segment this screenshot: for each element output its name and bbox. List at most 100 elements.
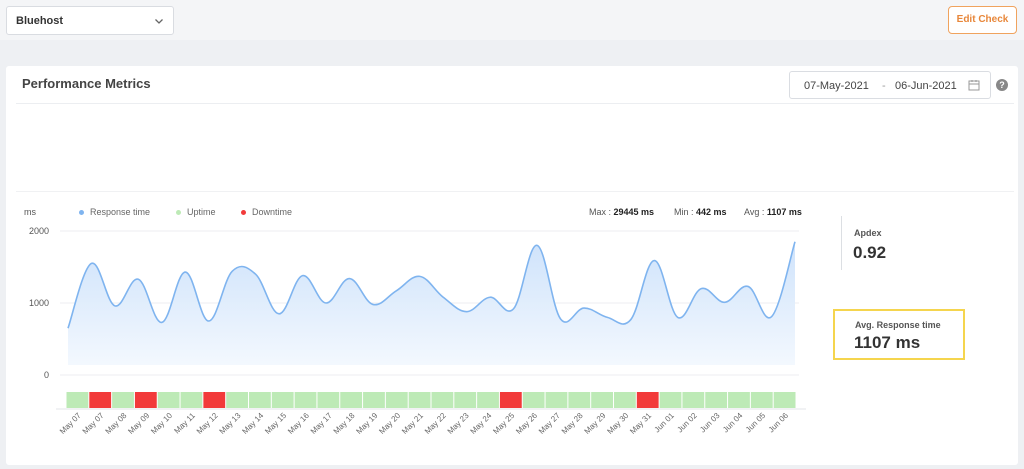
x-tick-label: Jun 05 bbox=[744, 411, 768, 435]
x-tick-label: May 20 bbox=[377, 411, 402, 436]
top-bar: Bluehost Edit Check bbox=[0, 0, 1024, 40]
uptime-segment bbox=[431, 392, 454, 408]
uptime-segment bbox=[157, 392, 180, 408]
y-axis-unit: ms bbox=[24, 207, 36, 217]
uptime-segment bbox=[682, 392, 705, 408]
divider bbox=[16, 103, 1014, 104]
x-tick-label: May 22 bbox=[423, 411, 448, 436]
x-tick-label: May 09 bbox=[126, 411, 151, 436]
uptime-segment bbox=[385, 392, 408, 408]
divider bbox=[16, 191, 1014, 192]
date-separator: - bbox=[882, 80, 886, 92]
date-range-picker[interactable]: 07-May-2021 - 06-Jun-2021 bbox=[789, 71, 991, 99]
stat-value: 29445 ms bbox=[613, 207, 655, 217]
y-tick-label: 0 bbox=[44, 370, 49, 380]
chevron-down-icon bbox=[155, 19, 163, 24]
response-time-dot bbox=[79, 210, 84, 216]
stat-label: Min : bbox=[674, 207, 694, 217]
site-select-value: Bluehost bbox=[16, 15, 64, 27]
legend-label: Uptime bbox=[187, 207, 216, 217]
x-tick-label: May 27 bbox=[537, 411, 562, 436]
x-tick-label: May 28 bbox=[560, 411, 585, 436]
legend-uptime[interactable]: Uptime bbox=[176, 207, 216, 217]
info-icon[interactable]: ? bbox=[996, 79, 1008, 91]
stat-min: Min : 442 ms bbox=[674, 207, 727, 217]
downtime-segment bbox=[203, 392, 226, 408]
uptime-segment bbox=[226, 392, 248, 408]
x-tick-label: May 13 bbox=[218, 411, 243, 436]
y-tick-label: 1000 bbox=[29, 298, 49, 308]
uptime-segment bbox=[180, 392, 203, 408]
downtime-segment bbox=[134, 392, 157, 408]
uptime-dot bbox=[176, 210, 181, 216]
stat-max: Max : 29445 ms bbox=[589, 207, 654, 217]
uptime-segment bbox=[112, 392, 134, 408]
uptime-segment bbox=[614, 392, 636, 408]
downtime-segment bbox=[89, 392, 112, 408]
x-tick-label: May 19 bbox=[354, 411, 379, 436]
x-tick-label: Jun 06 bbox=[767, 411, 791, 435]
uptime-segment bbox=[591, 392, 613, 408]
x-tick-label: May 15 bbox=[263, 411, 288, 436]
uptime-segment bbox=[271, 392, 294, 408]
uptime-segment bbox=[477, 392, 499, 408]
x-tick-label: May 18 bbox=[332, 411, 357, 436]
legend-response-time[interactable]: Response time bbox=[79, 207, 150, 217]
x-tick-label: May 21 bbox=[400, 411, 425, 436]
x-tick-label: May 08 bbox=[104, 411, 129, 436]
legend-label: Response time bbox=[90, 207, 151, 217]
x-tick-label: Jun 04 bbox=[721, 411, 745, 435]
y-tick-label: 2000 bbox=[29, 226, 49, 236]
uptime-segment bbox=[249, 392, 271, 408]
uptime-segment bbox=[659, 392, 682, 408]
x-tick-label: May 25 bbox=[491, 411, 516, 436]
uptime-segment bbox=[294, 392, 317, 408]
x-tick-label: May 17 bbox=[309, 411, 334, 436]
uptime-segment bbox=[750, 392, 773, 408]
calendar-icon bbox=[968, 80, 980, 91]
edit-check-button[interactable]: Edit Check bbox=[948, 6, 1017, 34]
x-tick-label: May 31 bbox=[628, 411, 653, 436]
uptime-segment bbox=[568, 392, 591, 408]
uptime-segment bbox=[728, 392, 750, 408]
divider bbox=[841, 216, 842, 270]
avg-response-time-box: Avg. Response time 1107 ms bbox=[833, 309, 965, 360]
uptime-segment bbox=[317, 392, 340, 408]
uptime-segment bbox=[363, 392, 385, 408]
x-tick-label: May 24 bbox=[469, 411, 494, 436]
x-tick-label: May 07 bbox=[58, 411, 83, 436]
x-tick-label: May 23 bbox=[446, 411, 471, 436]
stat-value: 1107 ms bbox=[766, 207, 802, 217]
date-from: 07-May-2021 bbox=[804, 80, 869, 92]
x-tick-label: Jun 01 bbox=[653, 411, 677, 435]
x-tick-label: Jun 03 bbox=[698, 411, 722, 435]
x-tick-label: May 12 bbox=[195, 411, 220, 436]
downtime-dot bbox=[241, 210, 246, 216]
x-tick-label: May 10 bbox=[149, 411, 174, 436]
stat-label: Max : bbox=[589, 207, 612, 217]
avg-response-value: 1107 ms bbox=[854, 333, 921, 352]
x-tick-label: May 29 bbox=[583, 411, 608, 436]
site-select[interactable]: Bluehost bbox=[6, 6, 174, 35]
stat-label: Avg : bbox=[744, 207, 765, 217]
uptime-segment bbox=[705, 392, 728, 408]
uptime-segment bbox=[340, 392, 363, 408]
uptime-segment bbox=[408, 392, 431, 408]
legend-label: Downtime bbox=[252, 207, 293, 217]
date-to: 06-Jun-2021 bbox=[895, 80, 957, 92]
card-title: Performance Metrics bbox=[22, 76, 151, 91]
x-tick-label: May 30 bbox=[605, 411, 630, 436]
x-tick-label: Jun 02 bbox=[675, 411, 699, 435]
uptime-segment bbox=[454, 392, 477, 408]
uptime-segment bbox=[545, 392, 568, 408]
legend-downtime[interactable]: Downtime bbox=[241, 207, 292, 217]
uptime-segment bbox=[522, 392, 545, 408]
response-time-line bbox=[67, 241, 796, 329]
x-tick-label: May 07 bbox=[81, 411, 106, 436]
x-tick-label: May 14 bbox=[240, 411, 265, 436]
stat-avg: Avg : 1107 ms bbox=[744, 207, 802, 217]
response-time-area bbox=[68, 241, 795, 365]
x-tick-label: May 11 bbox=[172, 411, 197, 436]
stat-value: 442 ms bbox=[696, 207, 727, 217]
